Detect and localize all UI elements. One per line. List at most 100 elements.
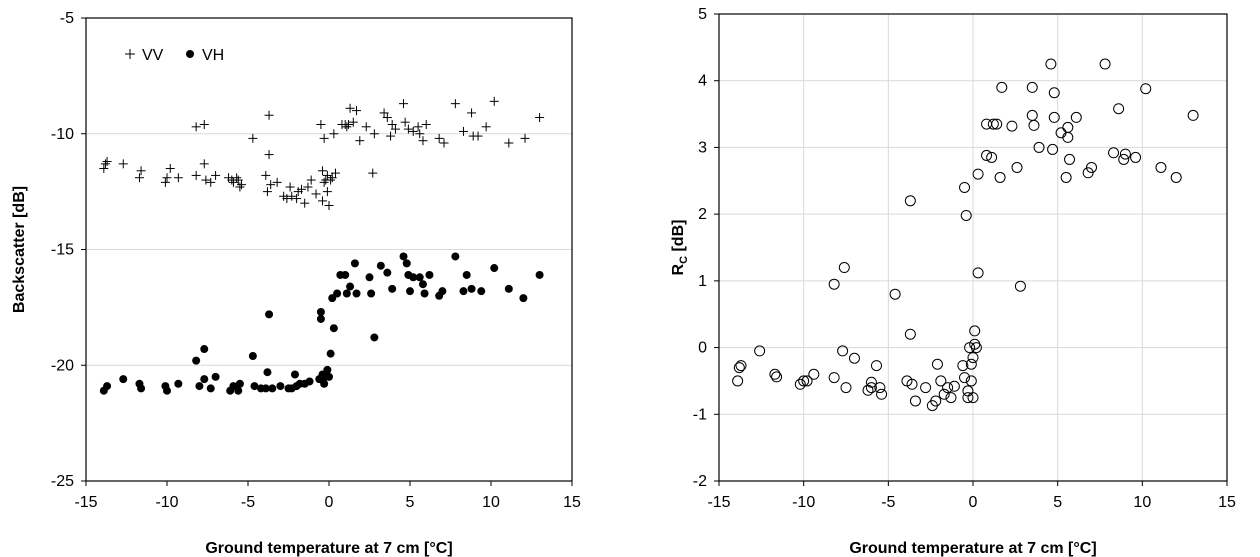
rc-point bbox=[801, 375, 813, 387]
legend: VV VH bbox=[125, 47, 224, 64]
vv-point bbox=[386, 131, 396, 141]
vv-point bbox=[327, 173, 337, 183]
vh-point bbox=[326, 349, 335, 358]
rc-point bbox=[1028, 119, 1040, 131]
vv-point bbox=[467, 108, 477, 118]
rc-point bbox=[798, 375, 810, 387]
vh-point bbox=[268, 384, 277, 393]
x-tick-label: 5 bbox=[1053, 494, 1062, 511]
vh-point bbox=[451, 252, 460, 261]
x-tick-label: -15 bbox=[74, 494, 97, 511]
vv-point bbox=[361, 122, 371, 132]
vv-point bbox=[303, 182, 313, 192]
vv-point bbox=[345, 103, 355, 113]
vv-point bbox=[390, 124, 400, 134]
rc-point bbox=[1140, 83, 1152, 95]
rc-point bbox=[994, 171, 1006, 183]
rc-point bbox=[931, 358, 943, 370]
rc-point bbox=[838, 262, 850, 274]
vv-point bbox=[206, 177, 216, 187]
x-axis-label: Ground temperature at 7 cm [°C] bbox=[849, 540, 1096, 557]
vv-point bbox=[387, 119, 397, 129]
vh-point bbox=[200, 345, 209, 354]
y-tick-label: -25 bbox=[51, 473, 74, 490]
vv-point bbox=[415, 129, 425, 139]
rc-point bbox=[848, 352, 860, 364]
rc-point bbox=[972, 168, 984, 180]
vh-point bbox=[119, 375, 128, 384]
rc-point bbox=[969, 325, 981, 337]
vh-point bbox=[420, 289, 429, 298]
rc-point bbox=[1014, 280, 1026, 292]
rc-point bbox=[1047, 143, 1059, 155]
rc-point bbox=[965, 358, 977, 370]
vh-point bbox=[352, 289, 361, 298]
vv-point bbox=[262, 187, 272, 197]
vv-point bbox=[330, 168, 340, 178]
vh-point bbox=[376, 261, 385, 270]
series-vh bbox=[99, 252, 544, 395]
vv-point bbox=[136, 166, 146, 176]
series-rc bbox=[732, 58, 1199, 412]
y-tick-label: -1 bbox=[693, 406, 707, 423]
vv-point bbox=[292, 194, 302, 204]
x-axis-label: Ground temperature at 7 cm [°C] bbox=[205, 540, 452, 557]
rc-point bbox=[972, 267, 984, 279]
vv-point bbox=[102, 157, 112, 167]
vh-point bbox=[459, 287, 468, 296]
y-tick-label: -20 bbox=[51, 357, 74, 374]
vv-point bbox=[316, 119, 326, 129]
y-tick-label: 1 bbox=[698, 273, 707, 290]
rc-point bbox=[1187, 109, 1199, 121]
vh-point bbox=[467, 284, 476, 293]
vv-point bbox=[319, 177, 329, 187]
vv-point bbox=[343, 119, 353, 129]
vh-point bbox=[195, 382, 204, 391]
vv-point bbox=[324, 201, 334, 211]
rc-point bbox=[828, 278, 840, 290]
vv-point bbox=[342, 122, 352, 132]
vh-point bbox=[200, 375, 209, 384]
vv-point bbox=[118, 159, 128, 169]
rc-point bbox=[904, 195, 916, 207]
rc-point bbox=[865, 382, 877, 394]
vh-point bbox=[477, 287, 486, 296]
rc-point bbox=[967, 392, 979, 404]
vh-point bbox=[206, 384, 215, 393]
x-tick-label: -10 bbox=[792, 494, 815, 511]
rc-point bbox=[935, 375, 947, 387]
rc-point bbox=[1099, 58, 1111, 70]
vh-point bbox=[305, 377, 314, 386]
vh-point bbox=[329, 324, 338, 333]
vh-point bbox=[192, 356, 201, 365]
rc-point bbox=[1006, 120, 1018, 132]
vh-point bbox=[342, 289, 351, 298]
y-tick-label: -10 bbox=[51, 126, 74, 143]
x-tick-label: -5 bbox=[241, 494, 255, 511]
rc-point bbox=[1062, 131, 1074, 143]
vh-point bbox=[276, 382, 285, 391]
vh-point bbox=[490, 264, 499, 273]
vv-point bbox=[329, 129, 339, 139]
rc-point bbox=[959, 181, 971, 193]
rc-point bbox=[1108, 147, 1120, 159]
rc-point bbox=[1155, 161, 1167, 173]
rc-point bbox=[771, 371, 783, 383]
vh-point bbox=[438, 287, 447, 296]
rc-point bbox=[754, 345, 766, 357]
vv-point bbox=[458, 126, 468, 136]
x-tick-label: 10 bbox=[482, 494, 500, 511]
vh-point bbox=[346, 282, 355, 291]
vv-point bbox=[99, 163, 109, 173]
vh-point bbox=[333, 289, 342, 298]
vv-point bbox=[322, 187, 332, 197]
rc-point bbox=[1064, 153, 1076, 165]
x-tick-label: 0 bbox=[325, 494, 334, 511]
vv-point bbox=[322, 170, 332, 180]
vh-point bbox=[462, 270, 471, 279]
rc-point bbox=[1048, 87, 1060, 99]
rc-point bbox=[870, 360, 882, 372]
vh-point bbox=[316, 308, 325, 317]
vv-point bbox=[413, 122, 423, 132]
